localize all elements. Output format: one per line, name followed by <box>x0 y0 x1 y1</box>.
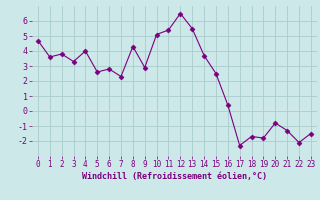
X-axis label: Windchill (Refroidissement éolien,°C): Windchill (Refroidissement éolien,°C) <box>82 172 267 181</box>
